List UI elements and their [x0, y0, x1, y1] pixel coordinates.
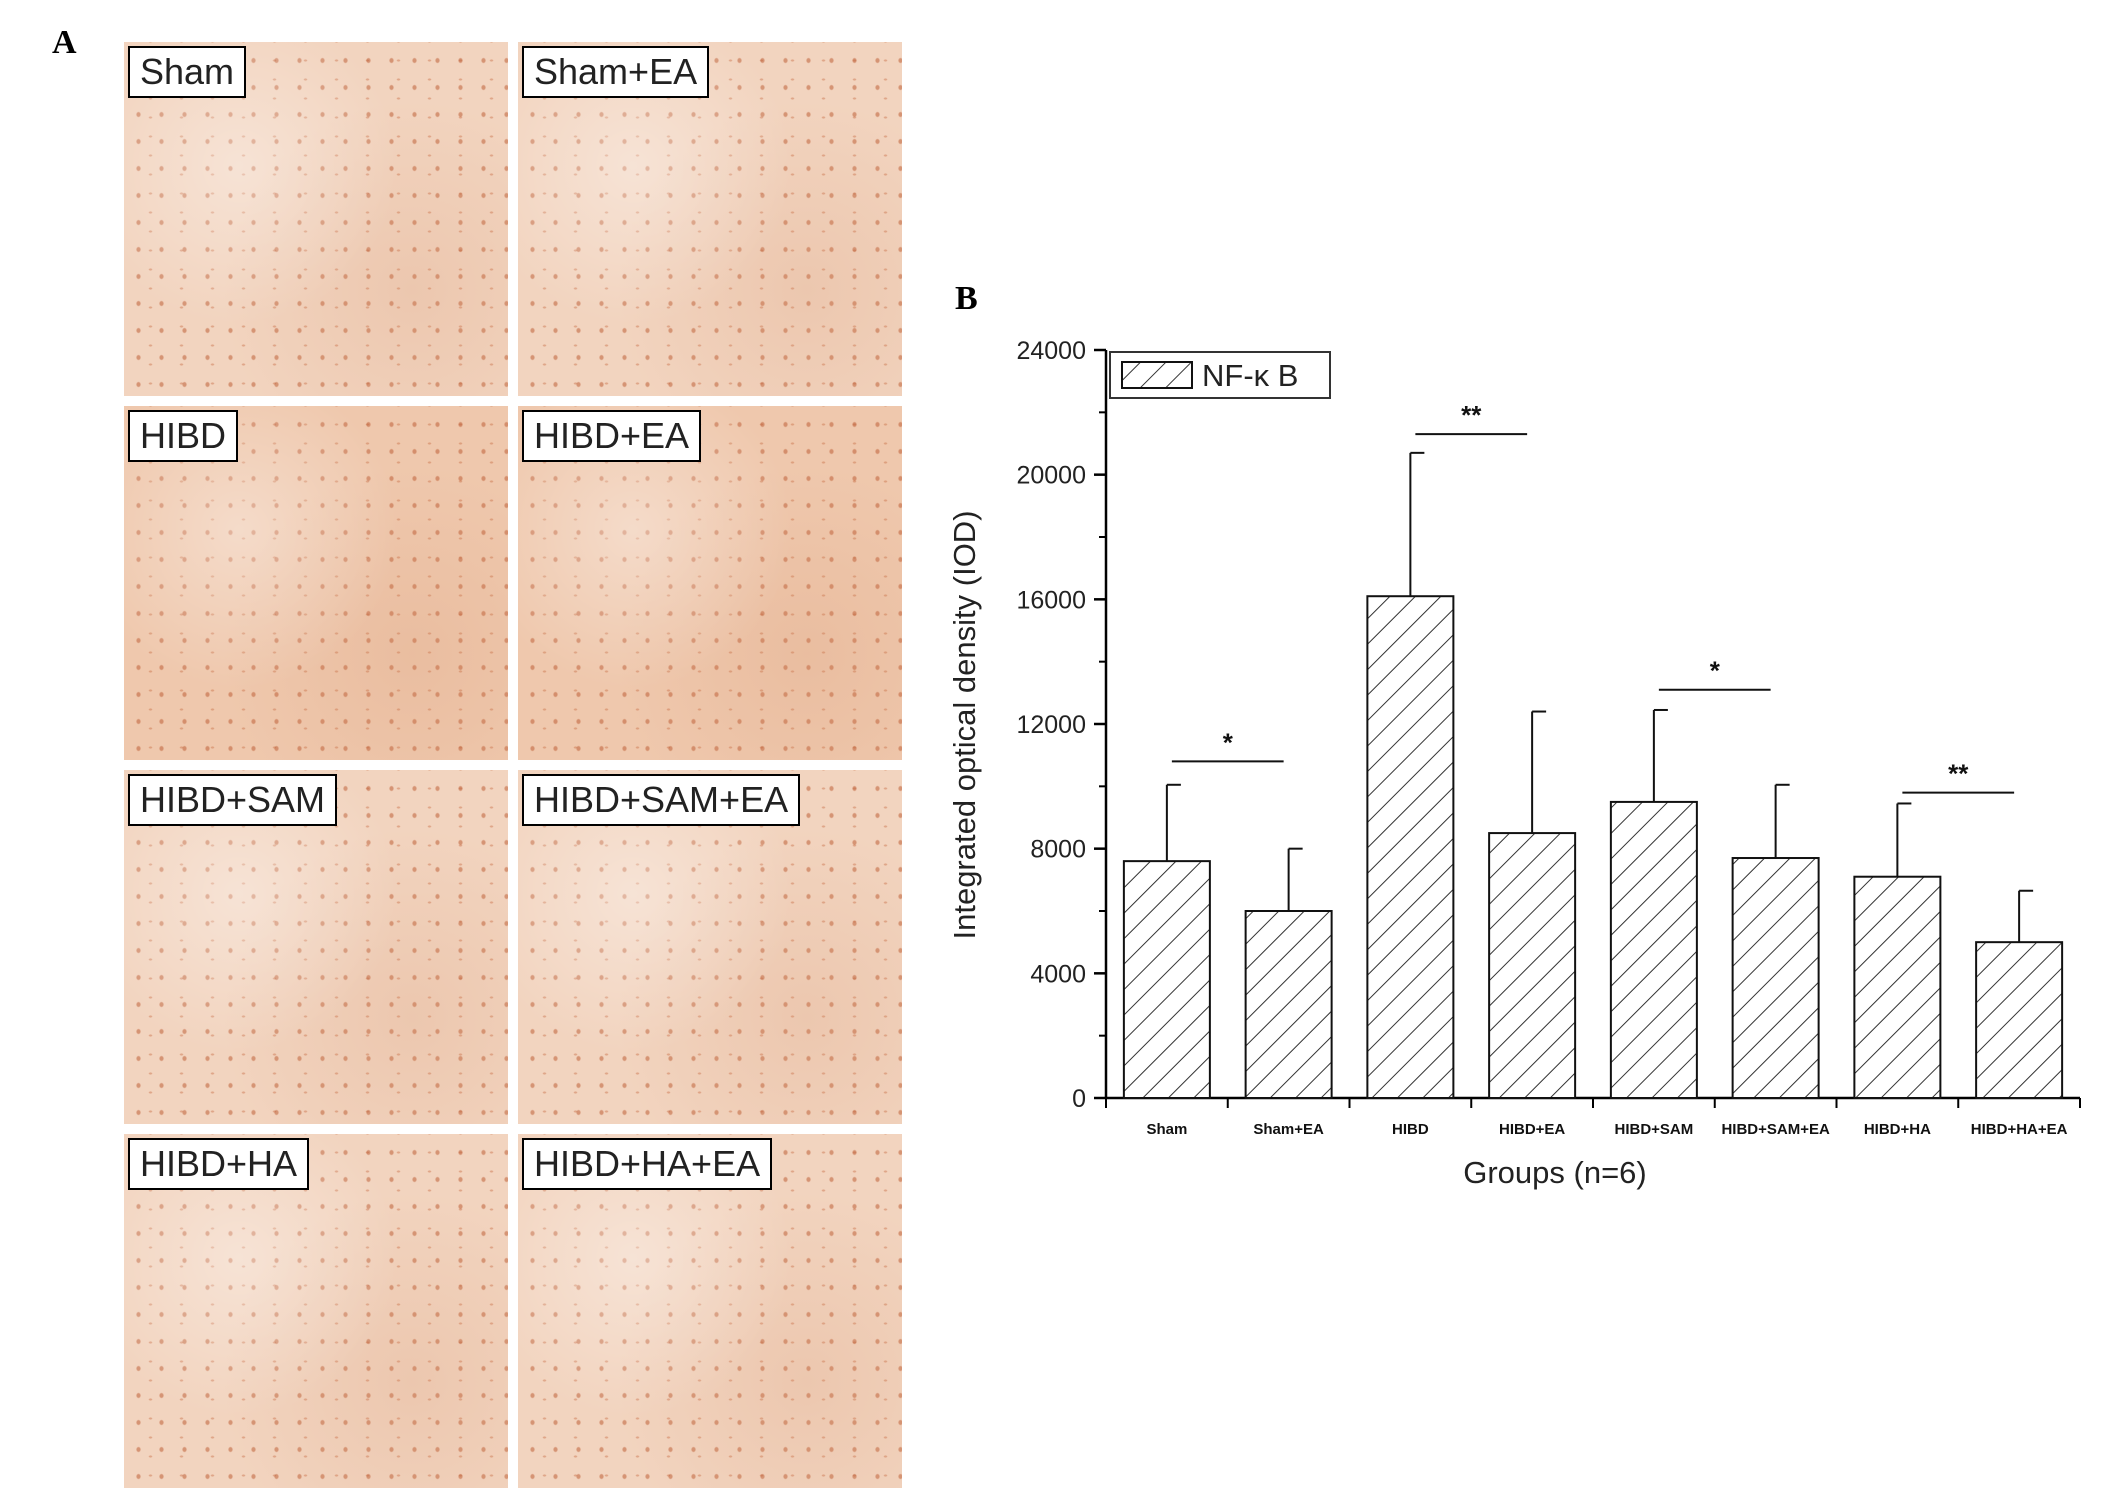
y-tick-label: 0: [1072, 1085, 1086, 1113]
significance-label: **: [1461, 400, 1482, 430]
micrograph-label: Sham: [128, 46, 247, 98]
panel-letter-a: A: [52, 24, 77, 61]
bar: [1731, 857, 1820, 1099]
micrograph-label: HIBD+EA: [522, 410, 702, 462]
x-tick-label: HIBD+HA+EA: [1971, 1121, 2068, 1138]
y-tick-label: 16000: [1016, 586, 1086, 614]
bar: [1609, 800, 1698, 1100]
x-tick-label: HIBD+HA: [1864, 1121, 1931, 1138]
y-tick-label: 4000: [1030, 960, 1086, 988]
micrograph-label: HIBD+HA+EA: [522, 1138, 773, 1190]
micrograph-label: HIBD+SAM+EA: [522, 774, 801, 826]
y-tick-label: 12000: [1016, 711, 1086, 739]
x-axis-title: Groups (n=6): [1463, 1155, 1647, 1190]
significance-label: **: [1948, 759, 1969, 789]
micrograph-label: HIBD: [128, 410, 239, 462]
x-tick-label: Sham+EA: [1253, 1121, 1324, 1138]
micrograph-hibd-sam: HIBD+SAM: [124, 770, 508, 1124]
y-tick-label: 20000: [1016, 462, 1086, 490]
bar: [1853, 875, 1942, 1100]
significance-label: *: [1710, 656, 1721, 686]
legend-label: NF-κ B: [1202, 358, 1298, 393]
micrograph-label: HIBD+HA: [128, 1138, 310, 1190]
bar: [1244, 910, 1333, 1099]
micrograph-sham-ea: Sham+EA: [518, 42, 902, 396]
y-tick-label: 24000: [1016, 337, 1086, 365]
micrograph-hibd-ha: HIBD+HA: [124, 1134, 508, 1488]
x-tick-label: Sham: [1146, 1121, 1187, 1138]
x-tick-label: HIBD: [1392, 1121, 1429, 1138]
micrograph-grid: Sham Sham+EA HIBD HIBD+EA HIBD+SAM HIBD+…: [124, 42, 906, 1488]
micrograph-sham: Sham: [124, 42, 508, 396]
bar: [1488, 832, 1577, 1099]
y-tick-label: 8000: [1030, 836, 1086, 864]
x-tick-label: HIBD+SAM: [1614, 1121, 1693, 1138]
significance-label: *: [1223, 727, 1234, 757]
bar: [1122, 860, 1211, 1100]
legend-swatch: [1121, 361, 1193, 389]
panel-letter-b: B: [955, 280, 978, 317]
bar: [1975, 941, 2064, 1100]
y-axis-title: Integrated optical density (IOD): [947, 510, 982, 939]
micrograph-hibd: HIBD: [124, 406, 508, 760]
micrograph-hibd-sam-ea: HIBD+SAM+EA: [518, 770, 902, 1124]
micrograph-hibd-ha-ea: HIBD+HA+EA: [518, 1134, 902, 1488]
micrograph-hibd-ea: HIBD+EA: [518, 406, 902, 760]
micrograph-label: HIBD+SAM: [128, 774, 338, 826]
x-tick-label: HIBD+EA: [1499, 1121, 1565, 1138]
micrograph-label: Sham+EA: [522, 46, 710, 98]
x-tick-label: HIBD+SAM+EA: [1721, 1121, 1830, 1138]
bar: [1366, 595, 1455, 1099]
